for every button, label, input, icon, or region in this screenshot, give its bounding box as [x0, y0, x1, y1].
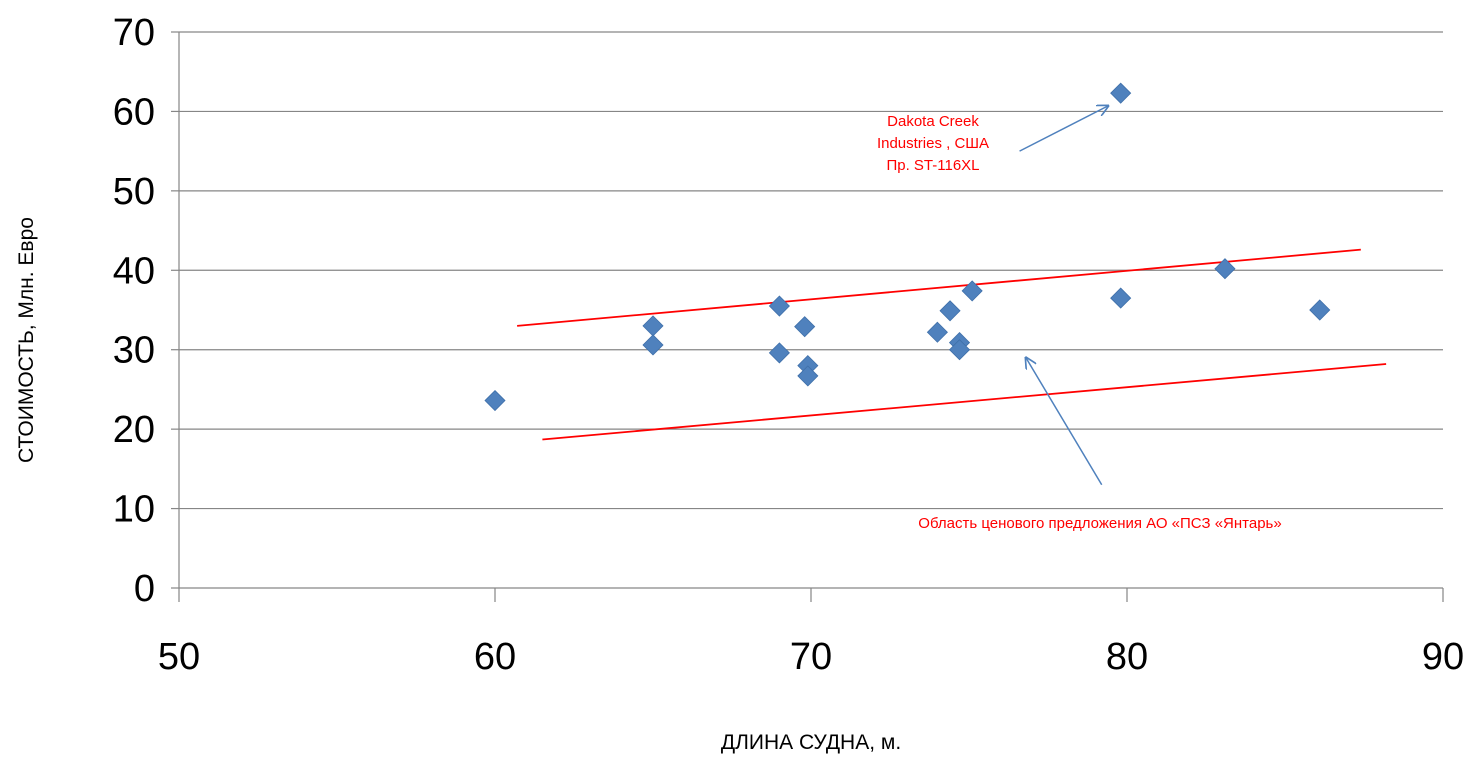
grid-lines [179, 31, 1443, 510]
y-tick-label: 70 [113, 12, 155, 54]
lower-band-line [542, 363, 1387, 441]
price-band-lines [517, 248, 1387, 441]
data-point [1110, 82, 1132, 104]
annotations: Dakota Creek Industries , США Пр. ST-116XL… [877, 113, 1282, 532]
annotation-dakota-line: Пр. ST-116XL [886, 157, 979, 174]
data-point [961, 280, 983, 302]
annotation-arrow-0 [1019, 106, 1108, 152]
data-point [794, 316, 816, 338]
data-point [1110, 287, 1132, 309]
x-axis-title: ДЛИНА СУДНА, м. [721, 731, 901, 754]
axes [171, 31, 1444, 602]
y-tick-label: 40 [113, 250, 155, 292]
y-tick-label: 0 [134, 568, 155, 610]
data-point [939, 300, 961, 322]
annotation-arrow-1 [1026, 358, 1103, 486]
x-tick-label: 70 [790, 636, 832, 678]
annotation-arrows [1019, 106, 1108, 486]
data-points [484, 82, 1331, 412]
data-point [1214, 258, 1236, 280]
data-point [768, 295, 790, 317]
axis-labels: 0 10 20 30 40 50 60 70 50 60 70 80 90 ДЛИНА СУДНА, м.… [15, 12, 1464, 754]
y-tick-label: 10 [113, 489, 155, 531]
x-tick-label: 80 [1106, 636, 1148, 678]
data-point [642, 315, 664, 337]
data-point [768, 342, 790, 364]
y-tick-label: 20 [113, 409, 155, 451]
data-point [1309, 299, 1331, 321]
y-tick-label: 30 [113, 330, 155, 372]
annotation-dakota-line: Dakota Creek [887, 113, 979, 130]
y-tick-label: 60 [113, 91, 155, 133]
x-tick-label: 60 [474, 636, 516, 678]
y-tick-label: 50 [113, 171, 155, 213]
x-tick-label: 90 [1422, 636, 1464, 678]
annotation-yantar-line: Область ценового предложения АО «ПСЗ «Ян… [918, 515, 1281, 532]
data-point [948, 339, 971, 361]
y-axis-title: СТОИМОСТЬ, Млн. Евро [15, 217, 38, 463]
upper-band-line [517, 248, 1361, 327]
data-point [642, 334, 664, 356]
annotation-dakota-line: Industries , США [877, 135, 989, 152]
x-tick-label: 50 [158, 636, 200, 678]
data-point [484, 389, 506, 412]
data-point [797, 365, 819, 387]
data-point [926, 321, 948, 343]
